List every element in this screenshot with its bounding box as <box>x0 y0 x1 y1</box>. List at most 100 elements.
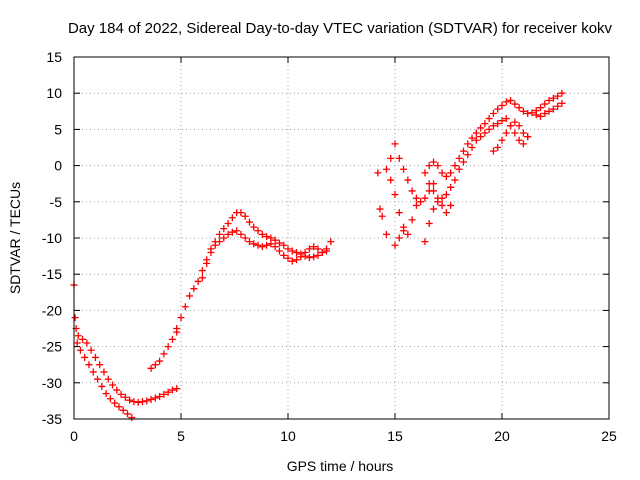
series-arc-2 <box>147 328 181 372</box>
data-point <box>98 382 106 390</box>
data-point <box>541 109 549 117</box>
y-tick-label: -25 <box>42 339 62 355</box>
data-point <box>558 99 566 107</box>
data-point <box>391 191 399 199</box>
data-point <box>489 122 497 130</box>
data-point <box>263 241 271 249</box>
data-point <box>477 124 485 132</box>
data-point <box>549 94 557 102</box>
data-point <box>160 350 168 358</box>
data-points <box>70 89 566 422</box>
data-point <box>207 248 215 256</box>
data-point <box>378 212 386 220</box>
data-point <box>524 109 532 117</box>
data-point <box>382 230 390 238</box>
data-point <box>245 238 253 246</box>
data-point <box>519 140 527 148</box>
data-point <box>511 129 519 137</box>
data-point <box>532 111 540 119</box>
x-tick-label: 0 <box>70 428 78 444</box>
y-tick-label: -20 <box>42 302 62 318</box>
data-point <box>498 102 506 110</box>
data-point <box>459 147 467 155</box>
data-point <box>160 390 168 398</box>
data-point <box>104 375 112 383</box>
data-point <box>485 125 493 133</box>
data-point <box>258 230 266 238</box>
data-point <box>314 245 322 253</box>
data-point <box>71 314 79 322</box>
data-point <box>477 133 485 141</box>
data-point <box>541 100 549 108</box>
x-axis-label: GPS time / hours <box>287 458 394 474</box>
data-point <box>507 122 515 130</box>
data-point <box>241 234 249 242</box>
data-point <box>109 381 117 389</box>
data-point <box>203 259 211 267</box>
data-point <box>489 109 497 117</box>
data-point <box>494 120 502 128</box>
y-tick-label: -10 <box>42 230 62 246</box>
x-tick-label: 20 <box>494 428 510 444</box>
data-point <box>430 187 438 195</box>
y-tick-label: 15 <box>46 49 62 65</box>
data-point <box>288 247 296 255</box>
axis-ticks <box>73 56 610 420</box>
data-point <box>85 361 93 369</box>
data-point <box>442 209 450 217</box>
data-point <box>258 243 266 251</box>
data-point <box>545 96 553 104</box>
data-point <box>73 339 81 347</box>
data-point <box>528 109 536 117</box>
data-point <box>391 140 399 148</box>
y-axis-label: SDTVAR / TECUs <box>7 182 23 294</box>
data-point <box>374 169 382 177</box>
series-arc-12 <box>489 118 532 155</box>
data-point <box>481 129 489 137</box>
data-point <box>271 243 279 251</box>
data-point <box>554 92 562 100</box>
series-arc-7 <box>387 176 420 238</box>
data-point <box>220 225 228 233</box>
data-point <box>430 158 438 166</box>
data-point <box>293 248 301 256</box>
data-point <box>100 368 108 376</box>
data-point <box>430 205 438 213</box>
data-point <box>102 390 110 398</box>
data-point <box>438 169 446 177</box>
data-point <box>404 230 412 238</box>
data-point <box>314 251 322 259</box>
data-point <box>451 162 459 170</box>
data-point <box>434 194 442 202</box>
data-point <box>301 248 309 256</box>
data-point <box>250 240 258 248</box>
data-point <box>220 234 228 242</box>
data-point <box>89 368 97 376</box>
data-point <box>412 201 420 209</box>
data-point <box>400 165 408 173</box>
data-point <box>515 122 523 130</box>
data-point <box>106 395 114 403</box>
data-point <box>224 220 232 228</box>
data-point <box>228 214 236 222</box>
data-point <box>168 335 176 343</box>
data-point <box>507 96 515 104</box>
data-point <box>447 169 455 177</box>
data-point <box>408 187 416 195</box>
data-point <box>143 397 151 405</box>
data-point <box>498 117 506 125</box>
data-point <box>119 406 127 414</box>
data-point <box>216 230 224 238</box>
data-point <box>138 398 146 406</box>
y-tick-label: -30 <box>42 375 62 391</box>
y-tick-label: 10 <box>46 85 62 101</box>
data-point <box>310 243 318 251</box>
data-point <box>128 414 136 422</box>
data-point <box>87 346 95 354</box>
data-point <box>545 107 553 115</box>
y-tick-label: -35 <box>42 411 62 427</box>
data-point <box>164 388 172 396</box>
data-point <box>481 120 489 128</box>
data-point <box>451 176 459 184</box>
